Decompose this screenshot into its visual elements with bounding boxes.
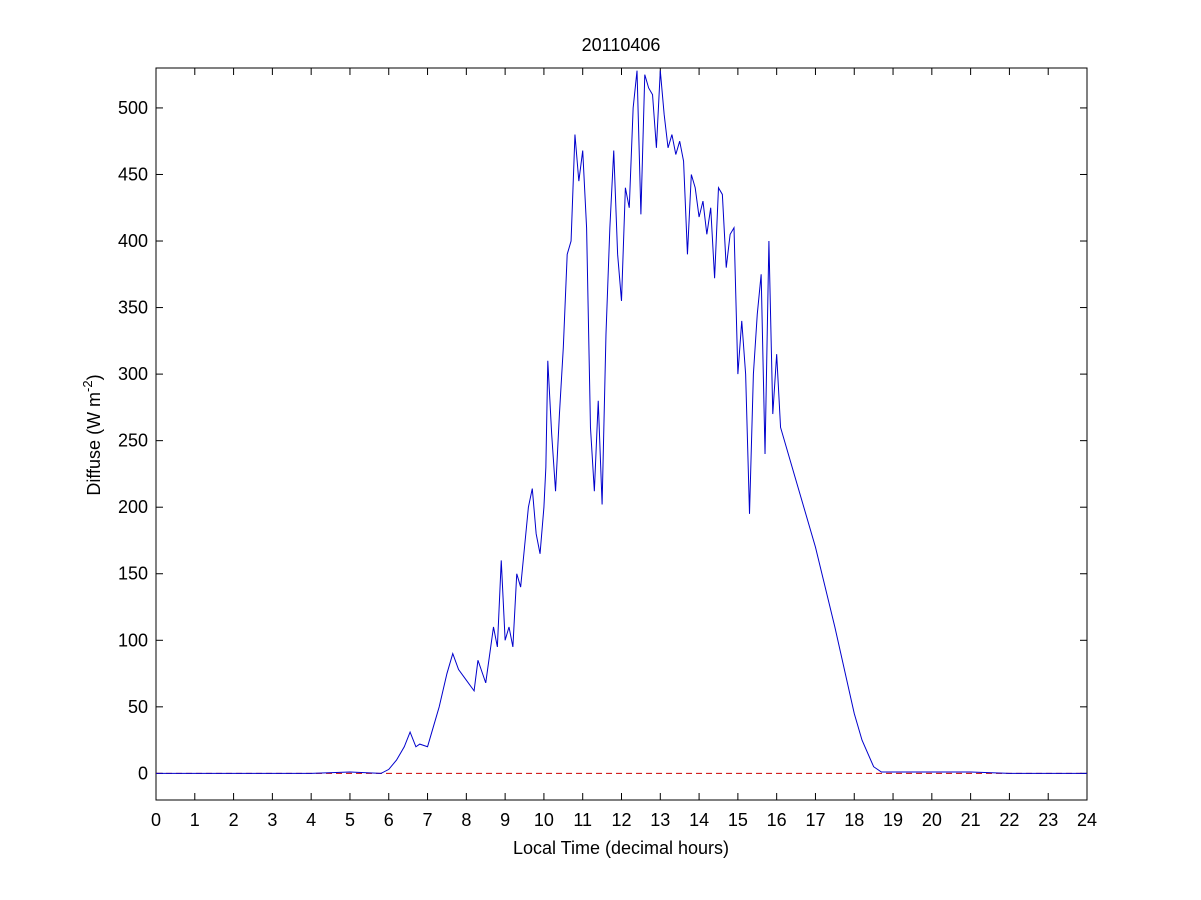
- x-tick-label: 4: [306, 810, 316, 830]
- x-tick-label: 10: [534, 810, 554, 830]
- y-tick-label: 0: [138, 763, 148, 783]
- y-axis-label-end: ): [84, 374, 104, 380]
- y-axis-label-exponent: -2: [80, 380, 95, 392]
- x-tick-label: 21: [961, 810, 981, 830]
- x-tick-label: 3: [267, 810, 277, 830]
- y-axis-label-text: Diffuse (W m: [84, 392, 104, 496]
- y-tick-label: 200: [118, 497, 148, 517]
- x-tick-label: 11: [573, 810, 592, 830]
- y-tick-label: 300: [118, 364, 148, 384]
- x-tick-label: 6: [384, 810, 394, 830]
- data-line: [156, 70, 1087, 774]
- y-tick-label: 350: [118, 298, 148, 318]
- y-tick-label: 250: [118, 431, 148, 451]
- x-tick-label: 7: [423, 810, 433, 830]
- x-tick-label: 14: [689, 810, 709, 830]
- x-tick-label: 5: [345, 810, 355, 830]
- x-tick-label: 16: [767, 810, 787, 830]
- x-tick-label: 22: [999, 810, 1019, 830]
- x-tick-label: 20: [922, 810, 942, 830]
- x-tick-label: 15: [728, 810, 748, 830]
- y-tick-label: 400: [118, 231, 148, 251]
- y-tick-label: 50: [128, 697, 148, 717]
- x-tick-label: 13: [650, 810, 670, 830]
- x-tick-label: 18: [844, 810, 864, 830]
- x-tick-label: 9: [500, 810, 510, 830]
- x-tick-label: 2: [229, 810, 239, 830]
- x-tick-label: 8: [461, 810, 471, 830]
- y-tick-label: 450: [118, 164, 148, 184]
- x-tick-label: 23: [1038, 810, 1058, 830]
- x-tick-label: 24: [1077, 810, 1097, 830]
- y-axis-label: Diffuse (W m-2): [80, 374, 104, 495]
- y-tick-label: 150: [118, 564, 148, 584]
- x-tick-label: 17: [805, 810, 825, 830]
- x-tick-label: 1: [190, 810, 200, 830]
- x-tick-label: 19: [883, 810, 903, 830]
- x-tick-label: 0: [151, 810, 161, 830]
- chart-title: 20110406: [582, 35, 661, 55]
- x-tick-label: 12: [611, 810, 631, 830]
- y-tick-label: 100: [118, 630, 148, 650]
- y-tick-label: 500: [118, 98, 148, 118]
- x-axis-label: Local Time (decimal hours): [513, 838, 729, 858]
